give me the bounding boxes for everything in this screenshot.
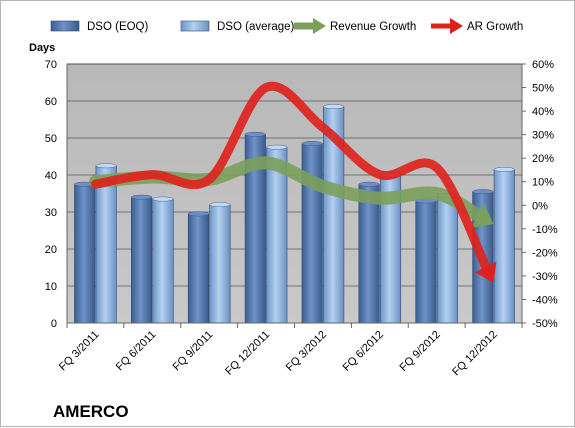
- bar-dso-eoq: [131, 196, 153, 324]
- bar-dso-average: [493, 169, 515, 324]
- x-tick-label: FQ 12/2011: [223, 329, 272, 378]
- y2-tick-label: -50%: [532, 318, 558, 330]
- y2-tick-label: -30%: [532, 271, 558, 283]
- x-tick-label: FQ 6/2012: [341, 329, 386, 374]
- ar-growth-line: [90, 81, 492, 275]
- company-label: AMERCO: [53, 402, 129, 421]
- x-tick-label: FQ 9/2011: [171, 329, 216, 374]
- y-tick-label: 0: [51, 318, 57, 330]
- axes: [66, 64, 523, 328]
- bar-cap: [152, 196, 174, 202]
- bar-dso-eoq: [187, 213, 209, 324]
- legend-swatch: [180, 20, 210, 32]
- bar-dso-average: [152, 198, 174, 324]
- bar-dso-eoq: [358, 183, 380, 324]
- bar-cap: [493, 167, 515, 172]
- bar-dso-average: [209, 204, 231, 324]
- y2-tick-label: 40%: [532, 106, 554, 118]
- x-tick-label: FQ 12/2012: [450, 329, 500, 379]
- x-tick-label: FQ 6/2011: [114, 329, 159, 374]
- y2-tick-label: 10%: [532, 177, 554, 189]
- bar-cap: [95, 163, 117, 169]
- y-tick-label: 10: [45, 281, 57, 293]
- y-tick-label: 50: [45, 133, 57, 145]
- revenue-growth-arrowhead: [471, 203, 494, 228]
- ar-growth-arrowhead: [474, 261, 497, 283]
- legend-label: AR Growth: [467, 21, 523, 33]
- bars: [74, 104, 515, 324]
- y-tick-label: 20: [45, 244, 57, 256]
- bar-cap: [266, 144, 288, 150]
- legend: DSO (EOQ) DSO (average) Revenue Growth AR G…: [50, 18, 523, 34]
- y2-tick-label: 20%: [532, 153, 554, 165]
- x-tick-label: FQ 3/2012: [284, 329, 329, 374]
- bar-cap: [472, 189, 494, 195]
- bar-cap: [358, 181, 380, 187]
- y-tick-label: 70: [45, 59, 57, 71]
- legend-arrowhead: [313, 18, 326, 34]
- legend-arrowhead: [450, 18, 463, 34]
- y2-tick-label: 30%: [532, 130, 554, 142]
- y-tick-label: 40: [45, 170, 57, 182]
- bar-dso-eoq: [74, 183, 96, 324]
- y-axis-title: Days: [29, 42, 55, 54]
- x-tick-label: FQ 9/2012: [398, 329, 443, 374]
- legend-label: DSO (average): [217, 21, 295, 33]
- bar-cap: [323, 104, 345, 109]
- bar-cap: [244, 131, 266, 137]
- bar-dso-average: [436, 195, 458, 324]
- legend-label: Revenue Growth: [330, 21, 416, 33]
- growth-arrows: [88, 81, 497, 283]
- bar-cap: [131, 194, 153, 200]
- bar-cap: [301, 141, 323, 146]
- y2-tick-label: -40%: [532, 294, 558, 306]
- y2-tick-label: 0%: [532, 200, 548, 212]
- y2-tick-label: -10%: [532, 224, 558, 236]
- legend-swatch: [50, 20, 80, 32]
- bar-dso-eoq: [301, 143, 323, 324]
- bar-cap: [188, 211, 209, 217]
- bar-dso-average: [95, 165, 117, 324]
- bar-dso-eoq: [415, 200, 437, 324]
- y2-tick-label: 50%: [532, 83, 554, 95]
- x-tick-label: FQ 3/2011: [57, 329, 102, 374]
- y2-tick-label: -20%: [532, 247, 558, 259]
- y2-tick-label: 60%: [532, 59, 554, 71]
- legend-label: DSO (EOQ): [87, 21, 149, 33]
- bar-cap: [209, 202, 231, 208]
- y-tick-label: 30: [45, 207, 57, 219]
- y-tick-label: 60: [45, 96, 57, 108]
